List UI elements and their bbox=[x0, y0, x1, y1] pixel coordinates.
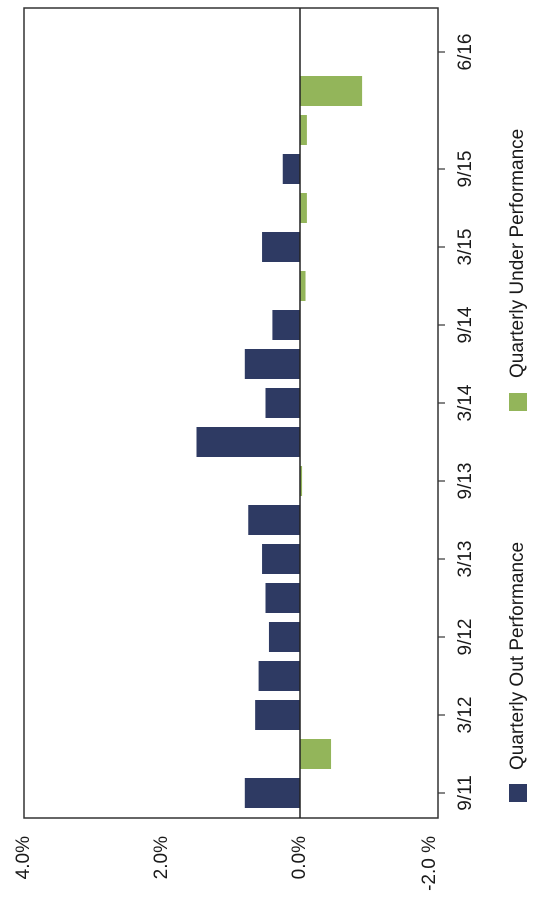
bars-group bbox=[196, 76, 363, 808]
legend-swatch-out bbox=[509, 784, 527, 802]
value-tick-label: 2.0% bbox=[151, 836, 172, 879]
date-tick-label: 3/12 bbox=[455, 697, 476, 734]
bar-out-3-12 bbox=[255, 700, 300, 730]
bar-under-3-16 bbox=[300, 76, 363, 106]
bar-out-3-14 bbox=[265, 388, 300, 418]
bar-under-12-14 bbox=[300, 271, 306, 301]
bar-out-3-13 bbox=[262, 544, 300, 574]
value-tick-label: 4.0% bbox=[13, 836, 34, 879]
bar-out-12-12 bbox=[265, 583, 300, 613]
bar-out-12-13 bbox=[196, 427, 300, 457]
bar-out-9-11 bbox=[244, 778, 300, 808]
legend-label-out: Quarterly Out Performance bbox=[507, 542, 528, 770]
date-tick-label: 3/13 bbox=[455, 541, 476, 578]
date-tick-label: 3/15 bbox=[455, 229, 476, 266]
bar-out-3-15 bbox=[262, 232, 300, 262]
value-tick-label: -2.0 % bbox=[419, 836, 440, 891]
bar-out-9-12 bbox=[268, 622, 300, 652]
bar-under-12-15 bbox=[300, 115, 307, 145]
bar-out-6-13 bbox=[248, 505, 300, 535]
date-tick-label: 9/12 bbox=[455, 619, 476, 656]
plot-frame bbox=[23, 7, 439, 819]
bar-out-6-12 bbox=[258, 661, 300, 691]
legend: Quarterly Out Performance Quarterly Unde… bbox=[507, 129, 528, 802]
bar-under-12-11 bbox=[300, 739, 332, 769]
date-tick-label: 6/16 bbox=[455, 34, 476, 71]
value-ticks-group: 4.0% 2.0% 0.0% -2.0 % bbox=[13, 836, 440, 891]
bar-out-9-15 bbox=[282, 154, 300, 184]
legend-label-under: Quarterly Under Performance bbox=[507, 129, 528, 378]
date-tick-label: 9/14 bbox=[455, 306, 476, 343]
value-tick-label: 0.0% bbox=[289, 836, 310, 879]
date-tick-label: 9/11 bbox=[455, 775, 476, 811]
bar-out-9-14 bbox=[272, 310, 300, 340]
legend-swatch-under bbox=[509, 393, 527, 411]
bar-under-6-15 bbox=[300, 193, 307, 223]
date-tick-label: 9/13 bbox=[455, 463, 476, 500]
bar-under-9-13 bbox=[300, 466, 303, 496]
bar-out-6-14 bbox=[244, 349, 300, 379]
date-tick-label: 3/14 bbox=[455, 384, 476, 421]
date-tick-label: 9/15 bbox=[455, 151, 476, 188]
date-ticks-group: 9/11 3/12 9/12 3/13 9/13 3/14 9/14 3/15 9/15 6/16 bbox=[438, 34, 476, 811]
